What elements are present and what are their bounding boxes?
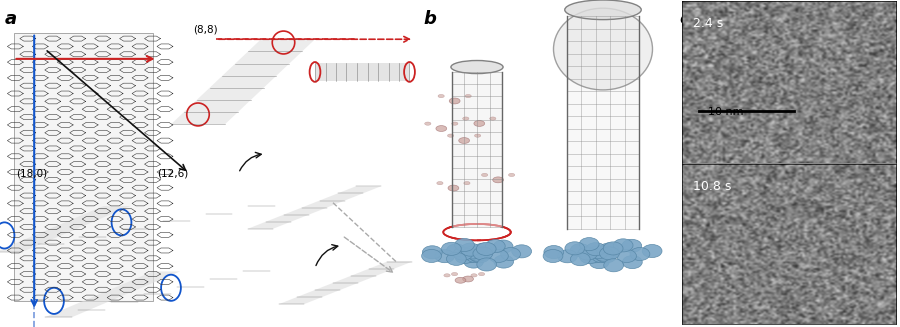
Ellipse shape <box>613 239 633 252</box>
Ellipse shape <box>589 246 608 259</box>
Ellipse shape <box>490 117 496 120</box>
Ellipse shape <box>474 121 485 127</box>
Ellipse shape <box>436 126 446 131</box>
Ellipse shape <box>604 259 624 272</box>
Ellipse shape <box>622 239 642 252</box>
Ellipse shape <box>465 95 472 98</box>
Ellipse shape <box>468 248 488 261</box>
Ellipse shape <box>452 122 458 125</box>
Ellipse shape <box>425 122 431 125</box>
Ellipse shape <box>643 245 662 258</box>
Ellipse shape <box>492 177 503 183</box>
Text: (18,0): (18,0) <box>16 168 48 178</box>
Text: c: c <box>681 10 692 28</box>
Bar <box>567 16 639 229</box>
Ellipse shape <box>451 60 503 74</box>
Ellipse shape <box>447 134 454 137</box>
Ellipse shape <box>508 173 515 177</box>
Ellipse shape <box>436 181 443 185</box>
Ellipse shape <box>565 242 585 255</box>
Ellipse shape <box>494 255 514 268</box>
Ellipse shape <box>493 240 513 253</box>
Ellipse shape <box>446 244 466 257</box>
Ellipse shape <box>453 247 472 260</box>
Ellipse shape <box>482 173 488 177</box>
Bar <box>315 63 410 81</box>
Ellipse shape <box>557 250 577 263</box>
Text: 2.4 s: 2.4 s <box>693 17 724 30</box>
Text: 10.8 s: 10.8 s <box>693 180 732 193</box>
Ellipse shape <box>469 248 489 261</box>
Ellipse shape <box>466 250 486 263</box>
Ellipse shape <box>438 95 445 98</box>
Ellipse shape <box>469 249 489 262</box>
Ellipse shape <box>594 248 614 261</box>
Ellipse shape <box>586 250 606 263</box>
Ellipse shape <box>472 243 492 256</box>
Ellipse shape <box>591 250 611 263</box>
Ellipse shape <box>580 238 599 251</box>
Ellipse shape <box>554 8 652 90</box>
Ellipse shape <box>452 272 458 276</box>
Ellipse shape <box>571 253 590 266</box>
Ellipse shape <box>471 274 477 277</box>
Text: (8,8): (8,8) <box>194 25 218 34</box>
Ellipse shape <box>460 250 480 263</box>
Ellipse shape <box>464 255 483 268</box>
Ellipse shape <box>599 243 619 256</box>
Ellipse shape <box>422 246 442 259</box>
Ellipse shape <box>435 250 454 263</box>
Ellipse shape <box>603 242 623 255</box>
Ellipse shape <box>421 250 441 263</box>
Ellipse shape <box>599 247 619 260</box>
Ellipse shape <box>454 238 474 251</box>
Ellipse shape <box>446 252 466 266</box>
Ellipse shape <box>455 277 466 283</box>
Ellipse shape <box>477 258 497 271</box>
Ellipse shape <box>473 247 493 260</box>
Ellipse shape <box>463 276 473 282</box>
Ellipse shape <box>464 181 470 185</box>
Ellipse shape <box>442 242 462 255</box>
Text: c: c <box>680 10 690 28</box>
Ellipse shape <box>596 249 616 262</box>
Text: b: b <box>423 10 436 28</box>
Ellipse shape <box>448 185 459 191</box>
Ellipse shape <box>597 250 617 263</box>
Ellipse shape <box>630 248 650 261</box>
Ellipse shape <box>580 250 599 264</box>
Bar <box>14 33 153 301</box>
Ellipse shape <box>474 134 481 137</box>
Text: a: a <box>4 10 16 28</box>
Ellipse shape <box>586 243 606 256</box>
Ellipse shape <box>571 244 590 257</box>
Text: 10 nm: 10 nm <box>708 107 743 116</box>
Ellipse shape <box>463 117 469 120</box>
Ellipse shape <box>623 256 643 269</box>
Ellipse shape <box>500 248 520 261</box>
Ellipse shape <box>543 250 562 263</box>
Ellipse shape <box>578 247 598 260</box>
Ellipse shape <box>449 98 460 104</box>
Ellipse shape <box>463 246 482 259</box>
Ellipse shape <box>476 242 496 255</box>
Ellipse shape <box>590 256 609 269</box>
Ellipse shape <box>616 250 636 263</box>
Ellipse shape <box>479 272 485 276</box>
Ellipse shape <box>455 250 475 264</box>
Ellipse shape <box>595 248 615 261</box>
Ellipse shape <box>470 250 490 263</box>
Bar <box>452 72 502 227</box>
Ellipse shape <box>485 240 505 253</box>
Ellipse shape <box>544 246 563 259</box>
Ellipse shape <box>459 138 470 144</box>
Text: (12,6): (12,6) <box>158 168 189 178</box>
Ellipse shape <box>489 250 508 263</box>
Ellipse shape <box>461 243 481 256</box>
Ellipse shape <box>564 0 641 20</box>
Ellipse shape <box>444 274 450 277</box>
Ellipse shape <box>512 245 532 258</box>
